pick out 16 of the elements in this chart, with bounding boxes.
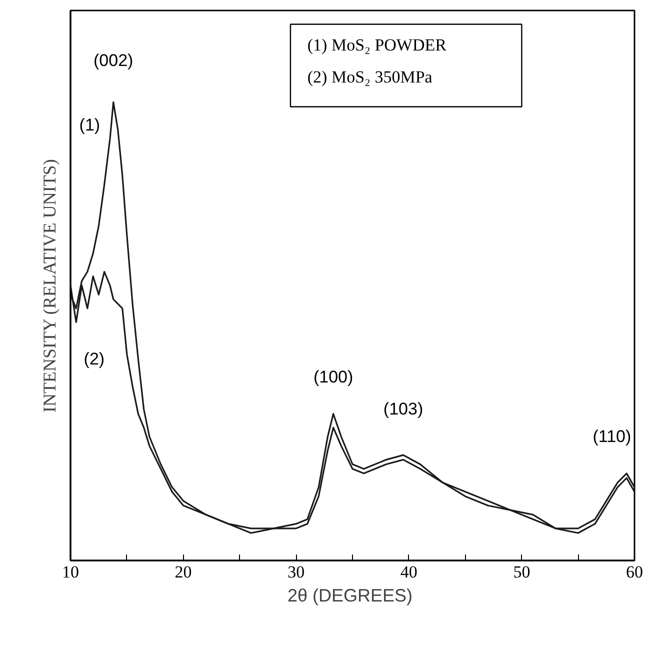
annotation: (100) bbox=[313, 367, 354, 386]
series-label: (1) bbox=[79, 115, 100, 134]
x-axis-title: 2θ (DEGREES) bbox=[287, 586, 413, 606]
x-tick-label: 20 bbox=[174, 562, 192, 582]
x-tick-label: 60 bbox=[626, 562, 643, 582]
text: (002) bbox=[94, 51, 134, 70]
x-tick-label: 40 bbox=[400, 562, 418, 582]
text: (1) MoS₂ POWDER bbox=[307, 35, 448, 54]
x-tick-label: 30 bbox=[288, 562, 305, 582]
x-tick-label: 50 bbox=[513, 562, 530, 582]
y-axis-title: INTENSITY (RELATIVE UNITS) bbox=[40, 159, 60, 412]
text: (2) MoS₂ 350MPa bbox=[307, 67, 433, 86]
annotation: (110) bbox=[592, 426, 632, 446]
x-tick-label: 10 bbox=[62, 562, 79, 582]
series-label: (2) bbox=[84, 350, 105, 369]
annotation: (103) bbox=[383, 399, 424, 418]
